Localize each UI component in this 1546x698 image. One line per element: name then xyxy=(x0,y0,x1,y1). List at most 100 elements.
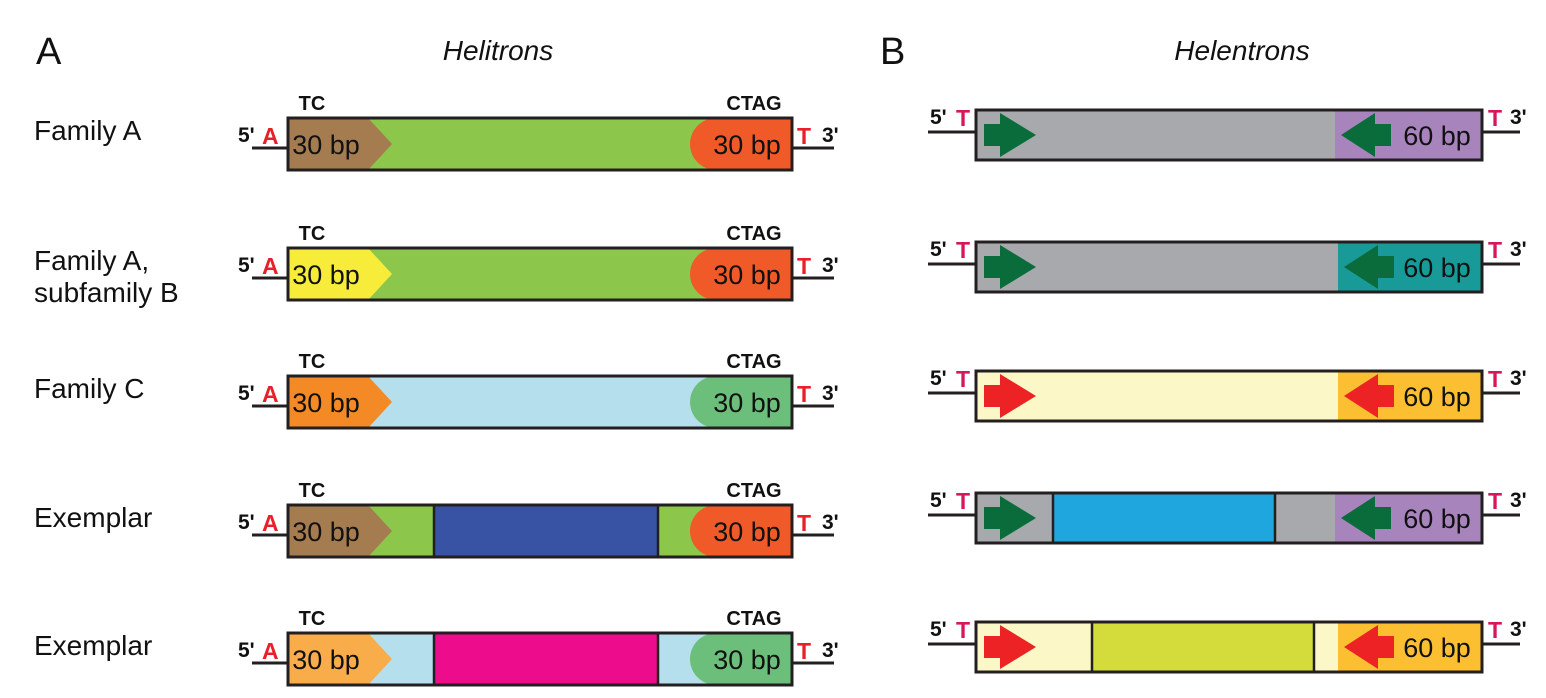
five-prime-label: 5' xyxy=(238,511,255,534)
element-outline xyxy=(974,240,1484,294)
five-prime-nucleotide: A xyxy=(262,123,279,149)
insertion-block xyxy=(1090,620,1316,674)
helitron-row: Exemplar 30 bp 30 bp TC CTAG 5' A T 3' xyxy=(34,480,839,559)
helitron-row: Family C 30 bp 30 bp TC CTAG 5' A T 3' xyxy=(34,351,839,430)
left-bp-label: 30 bp xyxy=(292,388,360,418)
five-prime-nucleotide: T xyxy=(956,488,970,514)
right-motif-label: CTAG xyxy=(726,351,781,373)
three-prime-label: 3' xyxy=(1510,489,1527,512)
element-outline xyxy=(974,620,1484,674)
right-bp-label: 60 bp xyxy=(1403,504,1471,534)
three-prime-nucleotide: T xyxy=(797,638,811,664)
right-bp-label: 60 bp xyxy=(1403,382,1471,412)
insertion-block xyxy=(432,631,660,687)
row-label-line2: subfamily B xyxy=(34,277,179,308)
right-bp-label: 60 bp xyxy=(1403,633,1471,663)
right-bp-label: 60 bp xyxy=(1403,253,1471,283)
helentron-row: 60 bp 5' T T 3' xyxy=(928,366,1527,423)
element-outline xyxy=(286,246,794,302)
three-prime-nucleotide: T xyxy=(797,253,811,279)
three-prime-nucleotide: T xyxy=(797,510,811,536)
panel-a-letter: A xyxy=(36,31,62,73)
five-prime-label: 5' xyxy=(238,382,255,405)
element-outline xyxy=(286,503,794,559)
left-bp-label: 30 bp xyxy=(292,645,360,675)
five-prime-label: 5' xyxy=(930,106,947,129)
left-motif-label: TC xyxy=(299,93,326,115)
five-prime-label: 5' xyxy=(238,254,255,277)
right-bp-label: 60 bp xyxy=(1403,121,1471,151)
three-prime-nucleotide: T xyxy=(1488,617,1502,643)
insertion-block xyxy=(1051,491,1277,545)
right-terminus-arrow xyxy=(1341,113,1391,157)
five-prime-nucleotide: A xyxy=(262,638,279,664)
three-prime-nucleotide: T xyxy=(797,123,811,149)
left-terminus-chevron xyxy=(288,376,392,428)
panel-b-rows: 60 bp 5' T T 3' 60 bp 5' T T 3' 60 bp 5' T T 3' 60 bp 5'… xyxy=(928,105,1527,674)
five-prime-nucleotide: A xyxy=(262,381,279,407)
right-bp-label: 30 bp xyxy=(713,388,781,418)
five-prime-nucleotide: T xyxy=(956,366,970,392)
left-motif-label: TC xyxy=(299,608,326,630)
five-prime-label: 5' xyxy=(238,639,255,662)
helentron-row: 60 bp 5' T T 3' xyxy=(928,488,1527,545)
left-bp-label: 30 bp xyxy=(292,517,360,547)
five-prime-nucleotide: T xyxy=(956,617,970,643)
right-motif-label: CTAG xyxy=(726,223,781,245)
left-terminus-chevron xyxy=(288,248,392,300)
left-motif-label: TC xyxy=(299,480,326,502)
three-prime-label: 3' xyxy=(822,254,839,277)
three-prime-label: 3' xyxy=(822,511,839,534)
three-prime-nucleotide: T xyxy=(1488,237,1502,263)
left-motif-label: TC xyxy=(299,223,326,245)
three-prime-label: 3' xyxy=(1510,367,1527,390)
three-prime-label: 3' xyxy=(1510,238,1527,261)
left-terminus-arrow xyxy=(984,496,1036,540)
five-prime-nucleotide: T xyxy=(956,237,970,263)
left-terminus-arrow xyxy=(984,625,1036,669)
left-bp-label: 30 bp xyxy=(292,260,360,290)
panel-b-title: Helentrons xyxy=(1174,35,1309,66)
right-bp-label: 30 bp xyxy=(713,260,781,290)
right-motif-label: CTAG xyxy=(726,93,781,115)
helentron-row: 60 bp 5' T T 3' xyxy=(928,105,1527,162)
insertion-block xyxy=(432,503,660,559)
element-outline xyxy=(286,631,794,687)
row-label: Family A, xyxy=(34,245,149,276)
five-prime-label: 5' xyxy=(930,618,947,641)
left-terminus-chevron xyxy=(288,118,392,170)
right-terminus-arrow xyxy=(1344,245,1394,289)
row-label: Exemplar xyxy=(34,630,152,661)
right-terminus-hairpin xyxy=(690,118,792,170)
row-label: Family A xyxy=(34,115,142,146)
helentron-row: 60 bp 5' T T 3' xyxy=(928,237,1527,294)
three-prime-nucleotide: T xyxy=(1488,488,1502,514)
element-outline xyxy=(974,108,1484,162)
row-label: Family C xyxy=(34,373,144,404)
left-terminus-arrow xyxy=(984,113,1036,157)
element-outline xyxy=(974,369,1484,423)
right-terminus-hairpin xyxy=(690,633,792,685)
left-terminus-chevron xyxy=(288,505,392,557)
five-prime-label: 5' xyxy=(238,124,255,147)
right-terminus-arrow xyxy=(1344,625,1394,669)
left-motif-label: TC xyxy=(299,351,326,373)
right-motif-label: CTAG xyxy=(726,608,781,630)
five-prime-nucleotide: T xyxy=(956,105,970,131)
three-prime-nucleotide: T xyxy=(1488,105,1502,131)
panel-a-title: Helitrons xyxy=(443,35,553,66)
helitron-row: Family A,subfamily B 30 bp 30 bp TC CTAG 5' A T… xyxy=(34,223,839,308)
right-terminus-hairpin xyxy=(690,376,792,428)
panel-b-letter: B xyxy=(880,31,905,73)
five-prime-nucleotide: A xyxy=(262,510,279,536)
right-terminus-hairpin xyxy=(690,505,792,557)
left-terminus-arrow xyxy=(984,374,1036,418)
row-label: Exemplar xyxy=(34,502,152,533)
helitron-row: Exemplar 30 bp 30 bp TC CTAG 5' A T 3' xyxy=(34,608,839,687)
element-outline xyxy=(974,491,1484,545)
five-prime-label: 5' xyxy=(930,238,947,261)
element-outline xyxy=(286,116,794,172)
five-prime-nucleotide: A xyxy=(262,253,279,279)
